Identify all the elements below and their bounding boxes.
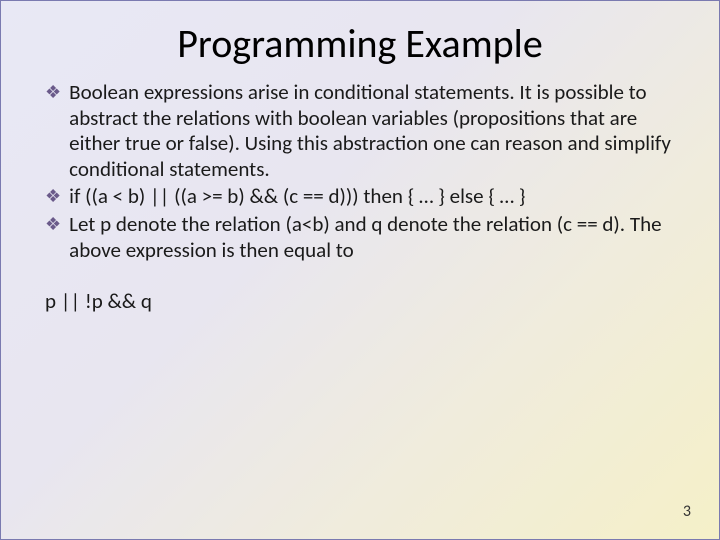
diamond-bullet-icon: ❖ bbox=[45, 82, 61, 104]
slide: Programming Example ❖ Boolean expression… bbox=[0, 0, 720, 540]
slide-title: Programming Example bbox=[1, 1, 719, 80]
slide-content: ❖ Boolean expressions arise in condition… bbox=[1, 80, 719, 315]
expression-line: p || !p && q bbox=[45, 289, 675, 315]
bullet-item: ❖ if ((a < b) || ((a >= b) && (c == d)))… bbox=[45, 184, 675, 210]
page-number: 3 bbox=[683, 502, 691, 521]
bullet-item: ❖ Let p denote the relation (a<b) and q … bbox=[45, 212, 675, 263]
diamond-bullet-icon: ❖ bbox=[45, 186, 61, 208]
bullet-text: if ((a < b) || ((a >= b) && (c == d))) t… bbox=[69, 184, 675, 210]
bullet-item: ❖ Boolean expressions arise in condition… bbox=[45, 80, 675, 182]
bullet-text: Boolean expressions arise in conditional… bbox=[69, 80, 675, 182]
bullet-text: Let p denote the relation (a<b) and q de… bbox=[69, 212, 675, 263]
diamond-bullet-icon: ❖ bbox=[45, 214, 61, 236]
